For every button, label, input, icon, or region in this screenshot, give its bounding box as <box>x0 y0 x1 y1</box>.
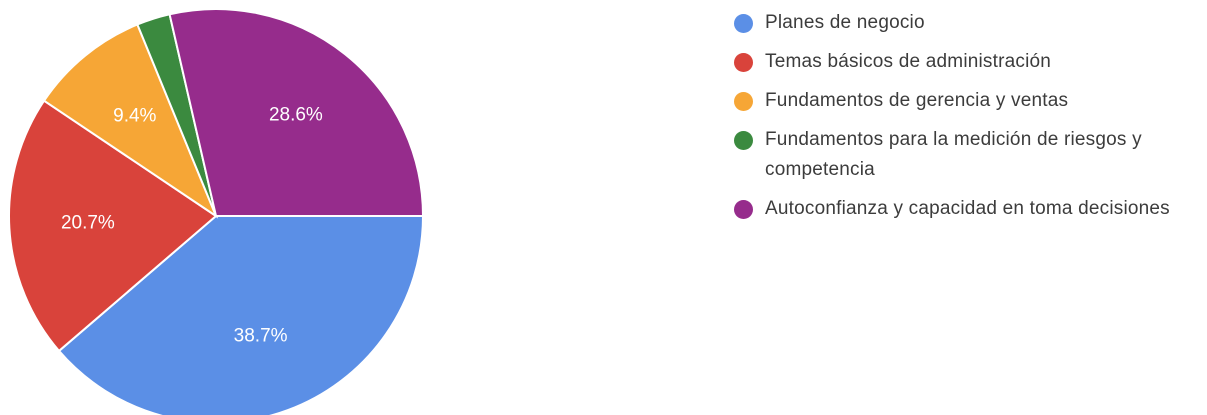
pie-label-autoconfianza-y-capacidad-en-toma-decisiones: 28.6% <box>269 105 323 126</box>
legend-swatch <box>734 92 753 111</box>
legend-item-fundamentos-de-gerencia-y-ventas: Fundamentos de gerencia y ventas <box>734 86 1204 116</box>
legend-item-autoconfianza-y-capacidad-en-toma-decisiones: Autoconfianza y capacidad en toma decisi… <box>734 194 1204 224</box>
pie-slice-fundamentos-de-gerencia-y-ventas <box>42 23 219 219</box>
chart-legend: Planes de negocio Temas básicos de admini… <box>734 8 1204 233</box>
legend-swatch <box>734 131 753 150</box>
legend-swatch <box>734 53 753 72</box>
pie-label-planes-de-negocio: 38.7% <box>234 325 288 346</box>
legend-swatch <box>734 14 753 33</box>
legend-label: Temas básicos de administración <box>765 51 1052 72</box>
legend-label: Fundamentos de gerencia y ventas <box>765 90 1069 111</box>
legend-label: Autoconfianza y capacidad en toma decisi… <box>765 198 1170 219</box>
pie-slice-planes-de-negocio <box>57 215 425 415</box>
legend-item-fundamentos-para-la-medicion-de-riesgos-y-competencia: Fundamentos para la medición de riesgos … <box>734 125 1204 185</box>
legend-item-planes-de-negocio: Planes de negocio <box>734 8 1204 38</box>
pie-plot: 38.7% 20.7% 9.4% 28.6% <box>8 7 425 415</box>
pie-label-temas-basicos-de-administracion: 20.7% <box>61 213 115 234</box>
legend-label: Fundamentos para la medición de riesgos … <box>765 129 1142 180</box>
legend-label: Planes de negocio <box>765 12 925 33</box>
legend-swatch <box>734 200 753 219</box>
pie-slice-temas-basicos-de-administracion <box>8 99 218 353</box>
legend-item-temas-basicos-de-administracion: Temas básicos de administración <box>734 47 1204 77</box>
pie-slice-autoconfianza-y-capacidad-en-toma-decisiones <box>168 7 425 217</box>
pie-label-fundamentos-de-gerencia-y-ventas: 9.4% <box>113 106 156 127</box>
